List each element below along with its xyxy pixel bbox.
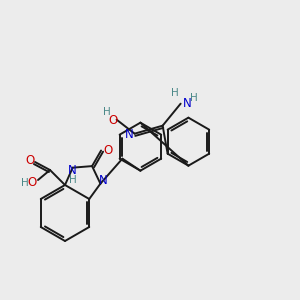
Text: O: O: [103, 144, 112, 157]
Text: N: N: [183, 97, 191, 110]
Text: O: O: [27, 176, 37, 188]
Text: H: H: [21, 178, 29, 188]
Text: N: N: [99, 174, 108, 187]
Text: H: H: [190, 93, 197, 103]
Text: H: H: [171, 88, 178, 98]
Text: H: H: [69, 175, 76, 185]
Text: O: O: [26, 154, 34, 167]
Text: H: H: [103, 107, 110, 117]
Text: N: N: [68, 164, 77, 177]
Text: O: O: [108, 114, 117, 127]
Text: N: N: [125, 128, 134, 141]
